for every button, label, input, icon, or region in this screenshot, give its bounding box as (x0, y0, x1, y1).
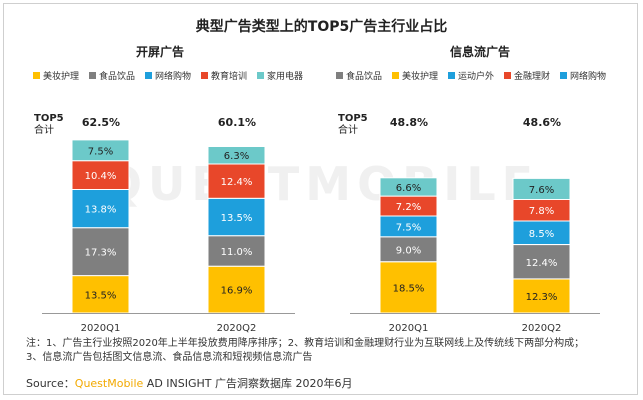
top5-sublabel-2: 合计 (338, 123, 358, 136)
legend-label-1-4: 教育培训 (211, 70, 247, 82)
legend-swatch-2-5 (560, 72, 567, 79)
category-label-2-2: 2020Q2 (522, 323, 562, 334)
legend-label-1-1: 美妆护理 (43, 70, 79, 82)
main-title: 典型广告类型上的TOP5广告主行业占比 (195, 19, 448, 35)
legend-label-2-5: 网络购物 (570, 70, 606, 82)
category-label-1-1: 2020Q1 (81, 323, 121, 334)
source-rest: AD INSIGHT 广告洞察数据库 2020年6月 (143, 377, 353, 390)
legend-label-1-3: 网络购物 (155, 70, 191, 82)
bar-segment-1-2-1 (207, 265, 266, 314)
bar-segment-2-2-5 (512, 177, 571, 200)
bar-label-2-1-4: 7.2% (396, 202, 421, 213)
legend-label-1-5: 家用电器 (267, 70, 303, 82)
bar-label-2-1-1: 18.5% (393, 283, 425, 294)
bar-label-2-1-3: 7.5% (396, 222, 421, 233)
legend-swatch-1-1 (33, 72, 40, 79)
panel-title-2: 信息流广告 (450, 44, 510, 59)
bar-segment-2-1-2 (379, 236, 438, 263)
legend-label-2-2: 美妆护理 (402, 70, 438, 82)
category-label-1-2: 2020Q2 (217, 323, 257, 334)
total-label-1-2: 60.1% (218, 116, 256, 129)
panel-title-1: 开屏广告 (136, 44, 184, 59)
top5-label-1: TOP5 (34, 113, 64, 124)
legend-label-2-4: 金融理财 (514, 70, 550, 82)
bar-segment-1-2-5 (207, 146, 266, 165)
bar-label-1-2-5: 6.3% (224, 151, 249, 162)
total-label-1-1: 62.5% (82, 116, 120, 129)
legend-swatch-2-4 (504, 72, 511, 79)
legend-swatch-1-4 (201, 72, 208, 79)
bar-segment-2-1-1 (379, 261, 438, 314)
bar-label-1-1-2: 17.3% (85, 248, 117, 259)
bar-segment-2-1-5 (379, 177, 438, 197)
bar-label-2-2-1: 12.3% (526, 292, 558, 303)
top5-sublabel-1: 合计 (34, 123, 54, 136)
bar-label-1-2-3: 13.5% (221, 213, 253, 224)
bar-label-2-2-2: 12.4% (526, 258, 558, 269)
bar-label-1-2-4: 12.4% (221, 177, 253, 188)
legend-label-1-2: 食品饮品 (99, 70, 135, 82)
bar-segment-1-2-2 (207, 235, 266, 267)
bar-segment-1-2-3 (207, 197, 266, 237)
bar-label-2-1-2: 9.0% (396, 245, 421, 256)
bar-label-1-2-2: 11.0% (221, 247, 253, 258)
bar-segment-1-1-5 (71, 139, 130, 162)
bar-label-2-2-4: 7.8% (529, 206, 554, 217)
bar-label-1-1-3: 13.8% (85, 205, 117, 216)
chart-frame (3, 3, 638, 395)
note-line-2: 3、信息流广告包括图文信息流、食品信息流和短视频信息流广告 (26, 352, 313, 363)
note-line-1: 注：1、广告主行业按照2020年上半年投放费用降序排序；2、教育培训和金融理财行… (26, 338, 585, 349)
bar-segment-1-1-2 (71, 227, 130, 277)
legend-swatch-2-1 (336, 72, 343, 79)
notes: 注：1、广告主行业按照2020年上半年投放费用降序排序；2、教育培训和金融理财行… (26, 337, 626, 365)
bar-segment-2-2-2 (512, 244, 571, 280)
total-label-2-1: 48.8% (390, 116, 428, 129)
total-label-2-2: 48.6% (523, 116, 561, 129)
bar-segment-1-1-1 (71, 275, 130, 314)
source-line: Source：QuestMobile AD INSIGHT 广告洞察数据库 20… (26, 375, 626, 391)
legend-swatch-1-5 (257, 72, 264, 79)
legend-label-2-3: 运动户外 (458, 70, 494, 82)
top5-label-2: TOP5 (338, 113, 368, 124)
legend-swatch-2-2 (392, 72, 399, 79)
bar-label-1-1-5: 7.5% (88, 146, 113, 157)
legend-swatch-1-3 (145, 72, 152, 79)
bar-label-2-1-5: 6.6% (396, 183, 421, 194)
bar-label-1-1-4: 10.4% (85, 171, 117, 182)
bar-label-1-1-1: 13.5% (85, 290, 117, 301)
bar-label-2-2-3: 8.5% (529, 229, 554, 240)
watermark-text: QUESTMOBILE (103, 157, 539, 211)
bar-label-1-2-1: 16.9% (221, 286, 253, 297)
legend-label-2-1: 食品饮品 (346, 70, 382, 82)
category-label-2-1: 2020Q1 (389, 323, 429, 334)
source-brand: QuestMobile (74, 377, 144, 390)
bar-label-2-2-5: 7.6% (529, 185, 554, 196)
bar-segment-1-1-3 (71, 189, 130, 229)
source-prefix: Source： (26, 377, 75, 390)
legend-swatch-2-3 (448, 72, 455, 79)
legend-swatch-1-2 (89, 72, 96, 79)
